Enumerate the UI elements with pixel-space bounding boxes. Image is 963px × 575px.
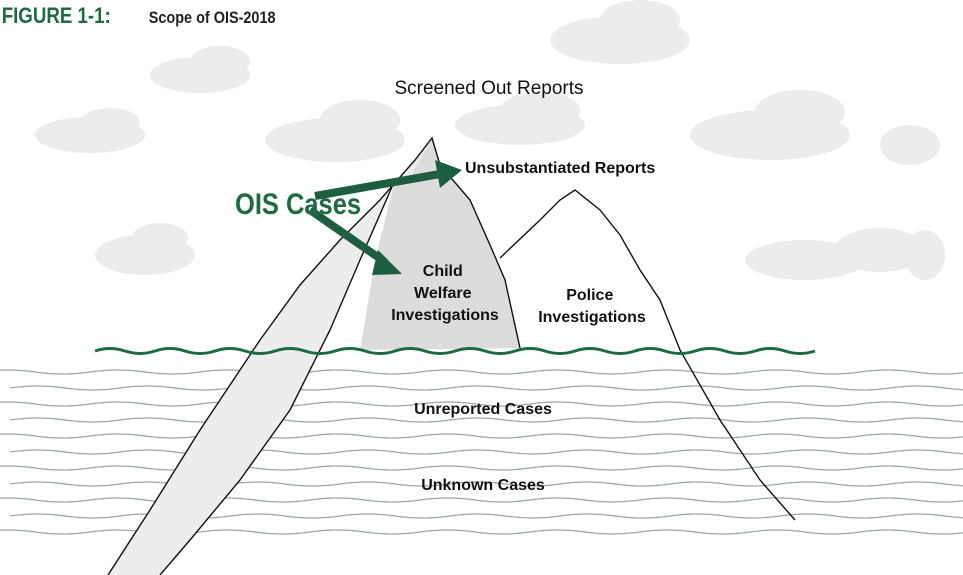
- cloud: [745, 228, 945, 280]
- arrow: [314, 170, 441, 200]
- water-line: [0, 497, 963, 503]
- arrowhead: [372, 250, 402, 275]
- water-line: [0, 369, 963, 375]
- label-unreported: Unreported Cases: [414, 401, 552, 418]
- waterline: [94, 347, 816, 355]
- label-unsubstantiated: Unsubstantiated Reports: [465, 160, 655, 177]
- label-unknown: Unknown Cases: [421, 477, 545, 494]
- label-line: Investigations: [391, 307, 499, 324]
- clouds: [35, 0, 945, 280]
- water-line: [0, 401, 963, 407]
- mountain-inner: [159, 177, 411, 575]
- cloud: [265, 100, 405, 162]
- cloud: [150, 46, 250, 93]
- arrowhead: [435, 160, 462, 188]
- water-lines: [0, 369, 963, 535]
- cloud: [690, 90, 940, 165]
- cloud: [95, 223, 195, 275]
- mountain-shade: [108, 138, 438, 575]
- water-line: [9, 417, 963, 423]
- figure-number: FIGURE 1-1:: [2, 5, 111, 29]
- water-line: [9, 449, 963, 455]
- label-line: Police: [566, 287, 613, 304]
- police-peak: [500, 190, 680, 350]
- cloud: [35, 108, 145, 153]
- label-cw: Child Welfare Investigations: [391, 263, 499, 324]
- arrows: [307, 160, 462, 275]
- police-outline: [499, 189, 796, 521]
- cw-peak: [360, 138, 520, 350]
- label-police: Police Investigations: [538, 287, 646, 326]
- label-line: Investigations: [538, 309, 646, 326]
- water-line: [9, 385, 963, 391]
- arrow: [307, 206, 388, 266]
- label-line: Child: [423, 263, 463, 280]
- label-ois: OIS Cases: [235, 187, 361, 220]
- water-line: [0, 433, 963, 439]
- label-screened: Screened Out Reports: [394, 78, 583, 99]
- cloud: [550, 0, 690, 64]
- label-line: Welfare: [414, 285, 472, 302]
- figure-title: Scope of OIS-2018: [149, 9, 276, 27]
- water-line: [0, 465, 963, 471]
- cloud: [455, 92, 585, 145]
